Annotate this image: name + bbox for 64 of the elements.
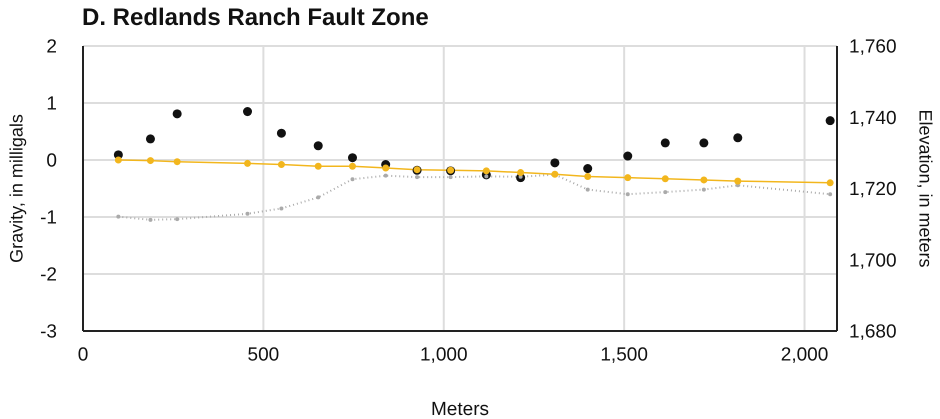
y2-tick-label: 1,740 [849, 108, 897, 129]
point [148, 218, 152, 222]
point [278, 161, 285, 168]
point [586, 188, 590, 192]
point [314, 162, 322, 170]
y2-tick-label: 1,700 [849, 250, 897, 272]
y2-axis-title: Elevation, in meters [916, 109, 936, 268]
x-axis-title: Meters [430, 399, 490, 419]
y-tick-label: -1 [40, 208, 57, 229]
point [384, 174, 388, 178]
point [172, 109, 182, 118]
point [733, 133, 742, 142]
x-tick-label: 2,000 [780, 344, 828, 366]
y-axis-title: Gravity, in milligals [6, 114, 26, 263]
y2-tick-label: 1,720 [849, 179, 897, 200]
point [314, 141, 323, 150]
point [662, 175, 669, 182]
point [276, 128, 286, 138]
point [316, 195, 320, 200]
point [348, 162, 356, 170]
y2-tick-label: 1,760 [849, 36, 897, 58]
y-tick-label: -3 [40, 322, 57, 343]
point [146, 134, 155, 144]
y-tick-label: 0 [46, 150, 57, 172]
point [175, 217, 180, 222]
point [382, 164, 390, 172]
point [702, 188, 706, 192]
point [826, 116, 835, 126]
y-tick-label: 2 [46, 36, 57, 58]
point [584, 173, 592, 180]
point [246, 212, 250, 216]
point [699, 138, 708, 148]
y-tick-label: -2 [40, 264, 57, 286]
point [350, 177, 354, 182]
point [583, 164, 592, 174]
point [116, 214, 120, 219]
point [448, 175, 453, 180]
point [623, 152, 632, 161]
point [242, 107, 252, 116]
x-tick-label: 0 [78, 344, 88, 366]
point [146, 157, 154, 164]
point [114, 156, 122, 164]
point [348, 153, 358, 162]
y-tick-label: 1 [46, 94, 57, 115]
point [415, 175, 420, 180]
point [482, 167, 490, 174]
point [663, 190, 668, 194]
point [734, 178, 742, 185]
point [624, 174, 632, 182]
point [244, 160, 252, 167]
point [828, 192, 832, 196]
x-tick-label: 1,000 [420, 344, 468, 366]
point [626, 192, 630, 196]
y2-tick-label: 1,680 [849, 322, 897, 343]
point [279, 206, 284, 210]
chart-title: D. Redlands Ranch Fault Zone [82, 4, 429, 32]
point [826, 179, 834, 186]
point [660, 138, 670, 148]
point [174, 158, 181, 166]
x-tick-label: 1,500 [600, 344, 648, 366]
point [517, 169, 524, 176]
x-tick-label: 500 [248, 344, 280, 366]
point [700, 176, 708, 184]
point [550, 158, 560, 168]
